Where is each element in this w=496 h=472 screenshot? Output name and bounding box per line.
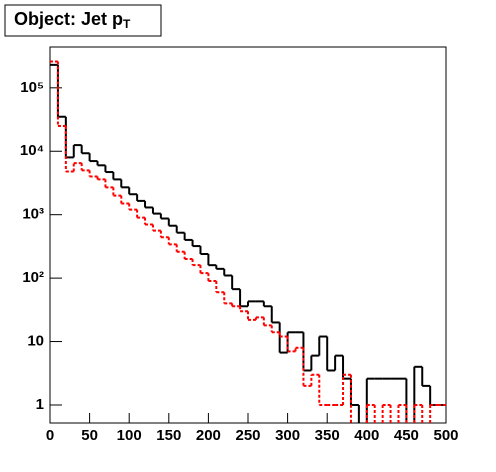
y-tick-label: 1 bbox=[36, 396, 44, 413]
x-tick-label: 50 bbox=[81, 427, 98, 444]
x-tick-label: 350 bbox=[315, 427, 340, 444]
x-tick-label: 200 bbox=[196, 427, 221, 444]
y-tick-label: 10⁵ bbox=[20, 79, 44, 96]
x-tick-label: 450 bbox=[394, 427, 419, 444]
y-tick-label: 10⁴ bbox=[20, 142, 44, 159]
plot-area bbox=[50, 60, 446, 423]
x-tick-label: 0 bbox=[46, 427, 54, 444]
x-tick-label: 150 bbox=[156, 427, 181, 444]
y-tick-label: 10² bbox=[22, 269, 44, 286]
x-tick-label: 400 bbox=[354, 427, 379, 444]
x-tick-label: 500 bbox=[433, 427, 458, 444]
chart-title: Object: Jet pT bbox=[14, 9, 131, 31]
x-tick-label: 300 bbox=[275, 427, 300, 444]
y-tick-label: 10 bbox=[27, 333, 44, 350]
title-box bbox=[4, 4, 162, 37]
x-tick-label: 100 bbox=[117, 427, 142, 444]
y-tick-label: 10³ bbox=[22, 206, 44, 223]
x-tick-label: 250 bbox=[235, 427, 260, 444]
